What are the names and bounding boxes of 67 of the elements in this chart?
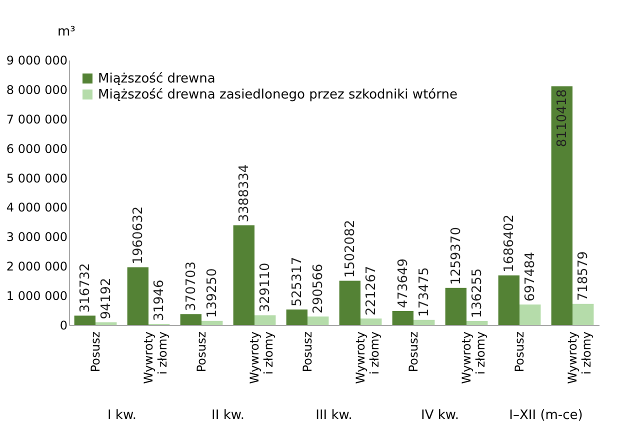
data-label: 94192 [99, 278, 114, 320]
x-tick-label: Posusz [300, 332, 314, 372]
data-label: 525317 [290, 256, 305, 307]
data-label: 136255 [470, 268, 486, 318]
data-label: 173475 [417, 267, 432, 317]
data-label: 3388334 [236, 164, 252, 222]
legend-label: Miąższość drewna zasiedlonego przez szkodniki wtórne [98, 88, 458, 102]
text: I–XII (m-ce) [509, 408, 583, 423]
data-label: 8110418 [554, 89, 570, 148]
text: IV kw. [421, 408, 459, 423]
x-tick-label: Wywroty i złomy [142, 332, 170, 384]
bar [286, 310, 308, 325]
y-tick-label: 5 000 000 [6, 171, 68, 186]
y-tick-label: 2 000 000 [6, 260, 68, 274]
data-label: 473649 [396, 258, 411, 308]
data-label: 1259370 [448, 227, 464, 285]
data-label: 316732 [78, 263, 93, 313]
data-label: 329110 [258, 262, 274, 312]
bar [202, 320, 223, 325]
bar [392, 311, 414, 325]
x-tick-label: Wywroty i złomy [460, 332, 488, 384]
data-label: 221267 [364, 266, 380, 316]
y-tick-label: 4 000 000 [6, 200, 68, 215]
data-label: 290566 [311, 264, 326, 314]
data-label: 1960632 [130, 206, 146, 264]
data-label: 1686402 [502, 214, 517, 272]
bar [339, 280, 360, 325]
bar [308, 316, 329, 325]
bar [520, 304, 541, 325]
x-tick-label: Wywroty i złomy [354, 332, 382, 384]
legend-label: Miąższość drewna [98, 72, 216, 86]
x-tick-label: Posusz [512, 332, 526, 372]
data-label: 139250 [205, 268, 220, 318]
y-tick-label: 1 000 000 [6, 289, 68, 304]
bar [96, 322, 117, 325]
data-label: 697484 [523, 252, 538, 302]
bar [551, 86, 572, 325]
bar [233, 225, 254, 325]
text: III kw. [316, 408, 352, 423]
bar [414, 320, 435, 325]
text: II kw. [212, 408, 244, 423]
y-axis-title: m³ [58, 24, 76, 40]
y-tick-label: 7 000 000 [6, 112, 68, 126]
data-label: 31946 [152, 280, 168, 322]
data-label: 1502082 [342, 220, 358, 278]
x-tick-label: Posusz [194, 332, 208, 372]
bar [498, 275, 520, 325]
bar [466, 320, 488, 325]
bar [572, 304, 594, 325]
bar [445, 288, 466, 325]
y-tick-label: 0 [60, 318, 68, 332]
y-tick-label: 8 000 000 [6, 82, 68, 97]
x-tick-label: Wywroty i złomy [566, 332, 594, 384]
y-tick-label: 9 000 000 [6, 54, 68, 68]
text: I kw. [107, 408, 137, 423]
data-label: 718579 [576, 251, 592, 301]
bar [254, 315, 276, 325]
y-tick-label: 3 000 000 [6, 230, 68, 244]
x-tick-label: Posusz [88, 332, 102, 372]
x-tick-label: Posusz [406, 332, 420, 372]
y-tick-label: 6 000 000 [6, 142, 68, 156]
bar [180, 314, 202, 325]
bar [74, 316, 96, 325]
x-tick-label: Wywroty i złomy [248, 332, 276, 384]
data-label: 370703 [184, 261, 199, 312]
bar [127, 267, 148, 325]
bar [360, 318, 382, 325]
